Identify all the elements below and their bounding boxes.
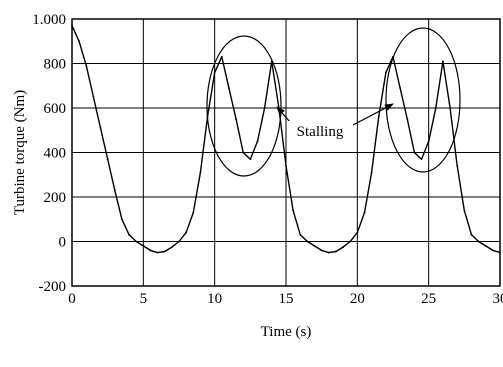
data-point bbox=[142, 245, 145, 247]
data-point bbox=[92, 95, 95, 98]
data-point bbox=[235, 118, 237, 121]
y-tick-label: 400 bbox=[44, 146, 67, 162]
data-point bbox=[356, 231, 359, 234]
y-tick-label: 1.000 bbox=[32, 12, 66, 28]
grid bbox=[71, 18, 501, 287]
data-point bbox=[192, 211, 195, 214]
data-point bbox=[213, 71, 216, 74]
data-point bbox=[456, 164, 459, 167]
y-tick-label: 600 bbox=[44, 101, 67, 117]
data-point bbox=[128, 233, 130, 236]
y-tick-label: 0 bbox=[59, 235, 67, 251]
data-point bbox=[220, 55, 223, 58]
data-point bbox=[442, 60, 444, 63]
stall-region-ellipse bbox=[385, 27, 461, 173]
x-axis-title: Time (s) bbox=[261, 324, 312, 340]
data-point bbox=[170, 246, 173, 248]
data-point bbox=[178, 240, 180, 243]
y-tick-label: 800 bbox=[44, 57, 67, 73]
data-point bbox=[463, 209, 466, 212]
data-point bbox=[263, 107, 266, 109]
x-tick-label: 10 bbox=[207, 291, 222, 307]
data-point bbox=[470, 233, 473, 236]
data-point bbox=[342, 246, 344, 248]
data-point bbox=[156, 251, 159, 254]
data-point bbox=[113, 189, 116, 192]
stalling-annotation-label: Stalling bbox=[297, 124, 344, 140]
data-point bbox=[420, 158, 423, 161]
data-point bbox=[199, 171, 202, 174]
data-point bbox=[149, 249, 152, 252]
data-point bbox=[242, 151, 245, 154]
data-point bbox=[427, 140, 430, 143]
data-point bbox=[384, 71, 387, 74]
data-point bbox=[349, 240, 352, 243]
y-axis-title: Turbine torque (Nm) bbox=[12, 90, 28, 215]
data-point bbox=[299, 233, 302, 236]
stall-region-ellipse bbox=[206, 35, 282, 177]
data-point bbox=[335, 250, 337, 253]
x-tick-label: 20 bbox=[350, 291, 365, 307]
data-point bbox=[135, 240, 138, 243]
data-point bbox=[163, 250, 166, 253]
annotation-layer: Stalling bbox=[206, 27, 461, 177]
data-point bbox=[249, 158, 252, 161]
data-point bbox=[399, 87, 402, 89]
data-point bbox=[370, 171, 373, 174]
data-point bbox=[477, 240, 480, 243]
x-tick-label: 25 bbox=[421, 291, 436, 307]
x-tick-label: 5 bbox=[140, 291, 148, 307]
data-point bbox=[78, 40, 81, 43]
y-tick-label: -200 bbox=[39, 279, 67, 295]
data-point bbox=[85, 64, 88, 67]
data-point bbox=[484, 245, 487, 247]
data-point bbox=[327, 251, 330, 254]
annotation-label-background bbox=[287, 121, 353, 141]
data-point bbox=[121, 218, 123, 221]
data-point bbox=[285, 164, 287, 167]
series-layer bbox=[71, 24, 501, 254]
data-point bbox=[256, 140, 259, 143]
data-point bbox=[306, 240, 309, 243]
plot-frame bbox=[71, 18, 501, 287]
annotation-arrow bbox=[276, 106, 291, 123]
data-point bbox=[491, 249, 494, 252]
data-point bbox=[228, 87, 230, 89]
data-point bbox=[106, 158, 109, 161]
x-tick-label: 0 bbox=[68, 291, 76, 307]
data-point bbox=[413, 151, 416, 154]
data-point bbox=[292, 209, 295, 212]
x-tick-label: 15 bbox=[279, 291, 294, 307]
data-point bbox=[99, 127, 102, 129]
data-point bbox=[377, 116, 380, 118]
data-point bbox=[449, 107, 451, 109]
data-point bbox=[320, 249, 323, 252]
data-point bbox=[363, 211, 366, 214]
data-point bbox=[185, 231, 188, 234]
data-point bbox=[434, 107, 437, 109]
y-tick-label: 200 bbox=[44, 190, 67, 206]
data-point bbox=[313, 245, 316, 247]
x-tick-label: 30 bbox=[493, 291, 503, 307]
data-point bbox=[406, 118, 409, 121]
annotation-arrow bbox=[352, 103, 394, 126]
